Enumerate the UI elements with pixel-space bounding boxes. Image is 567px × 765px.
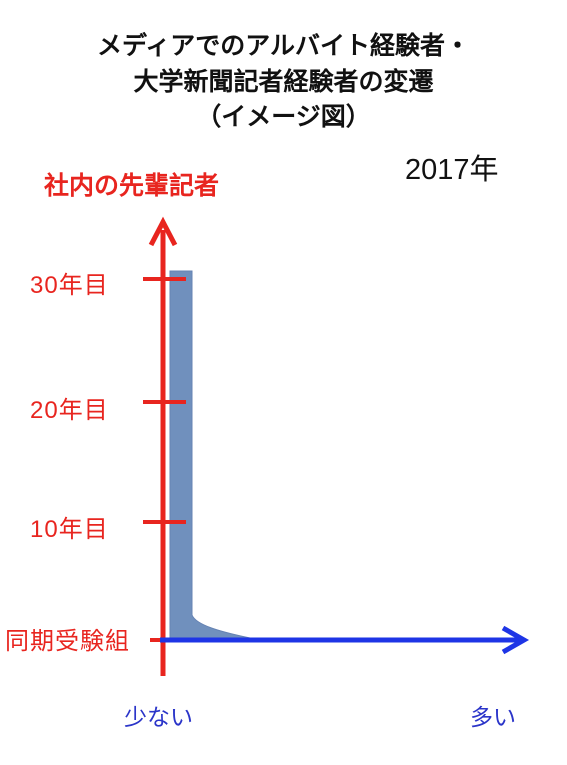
diagram-title-line3: （イメージ図） xyxy=(196,102,371,131)
y-label-same-year: 同期受験組 xyxy=(5,628,130,655)
y-label-30: 30年目 xyxy=(30,272,109,299)
x-label-many: 多い xyxy=(470,705,516,731)
x-axis-arrowhead xyxy=(501,625,530,655)
y-axis-title: 社内の先輩記者 xyxy=(44,171,220,200)
experience-area xyxy=(169,270,256,640)
diagram-title-line2: 大学新聞記者経験者の変遷 xyxy=(133,67,434,96)
y-label-10: 10年目 xyxy=(30,516,109,543)
y-axis-arrowhead xyxy=(148,216,178,247)
x-label-few: 少ない xyxy=(124,705,193,731)
diagram-title-line1: メディアでのアルバイト経験者・ xyxy=(96,31,470,60)
year-label: 2017年 xyxy=(405,154,499,186)
y-label-20: 20年目 xyxy=(30,397,109,424)
